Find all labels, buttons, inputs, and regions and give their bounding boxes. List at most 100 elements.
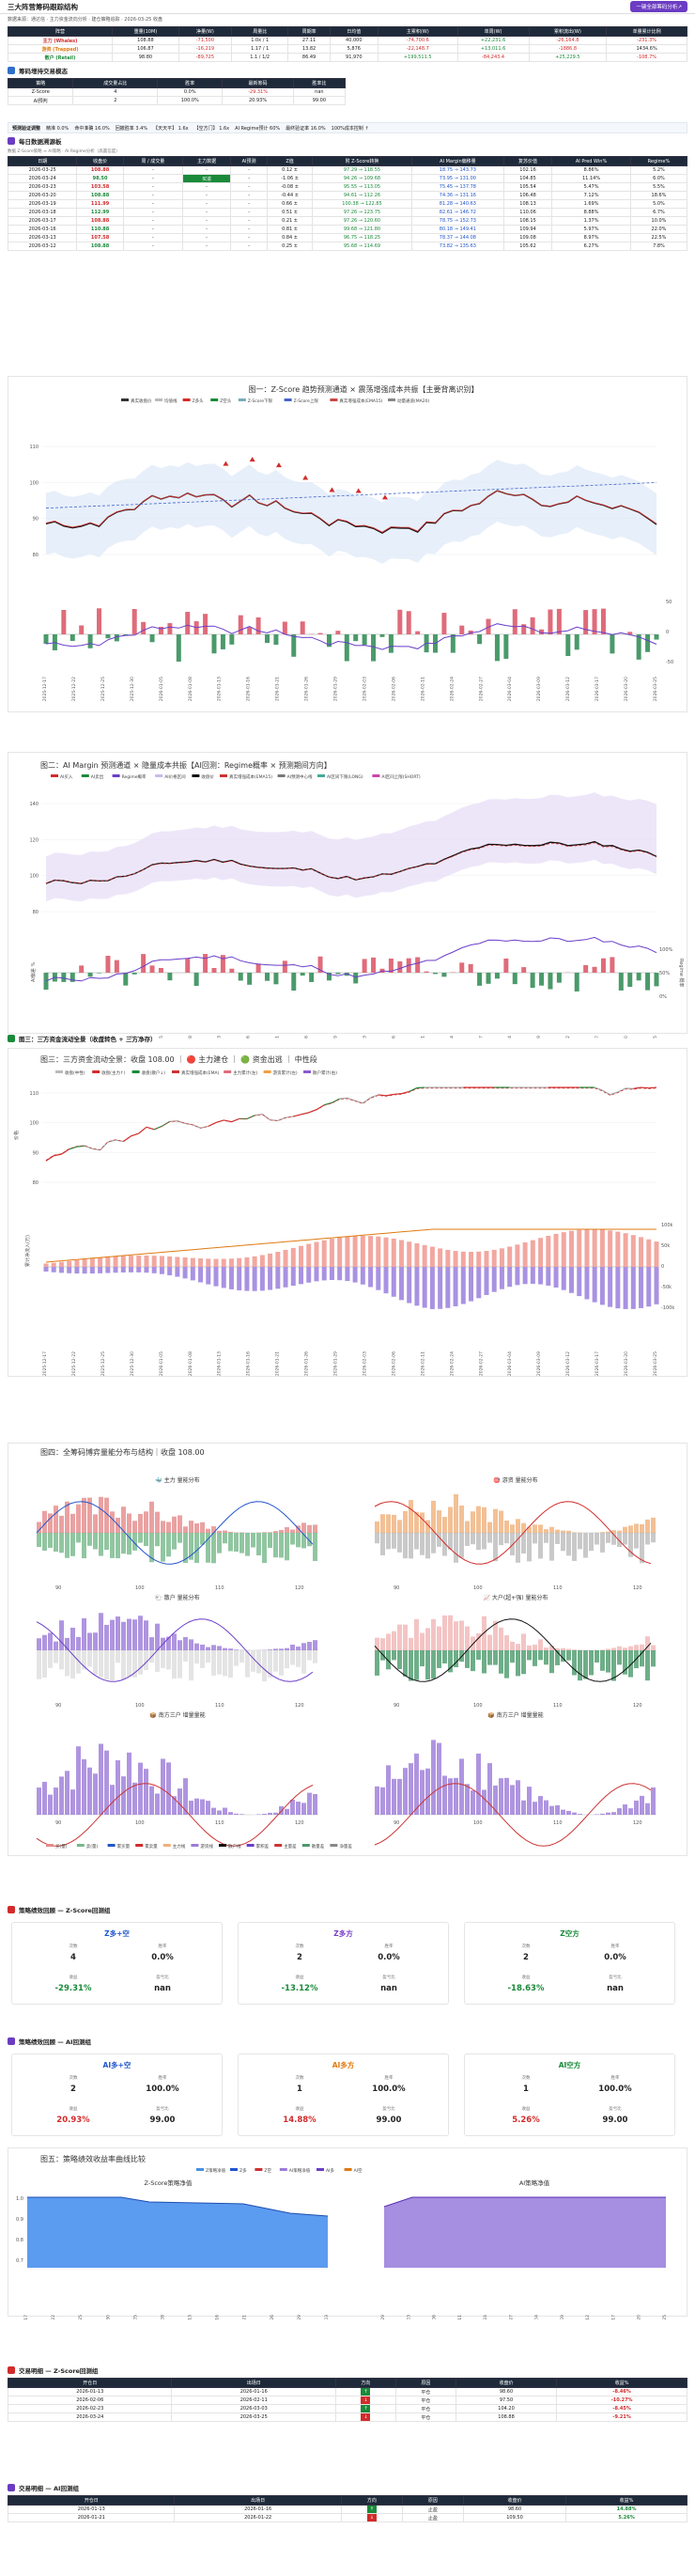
c4-bar [42, 1634, 47, 1650]
zscore-perf-title: 策略绩效回顾 — Z-Score回测组 [0, 1903, 695, 1915]
c4-bar [296, 1525, 301, 1533]
c4-bar [459, 1758, 464, 1815]
c4-x-tick: 90 [55, 1820, 61, 1826]
c2-legend-swatch [277, 774, 286, 777]
c3-close-segment [347, 1097, 356, 1101]
c2-y-tick: 140 [29, 802, 39, 807]
summary-cell: 40,000 [329, 36, 378, 45]
c2-bar [486, 973, 491, 984]
perf-label: 次数 [69, 1944, 78, 1949]
detail-cell: 108.88 [76, 165, 124, 175]
c4-bar [48, 1794, 53, 1815]
trade-z-header-0: 开仓日 [7, 2378, 173, 2388]
c4-bar-neg [127, 1650, 131, 1678]
c4-x-tick: 100 [473, 1585, 483, 1591]
c3-retail-bar [314, 1267, 319, 1282]
c4-bar [189, 1639, 193, 1650]
trade-z-cell: ↑ [334, 2387, 396, 2396]
c4-bar [223, 1807, 227, 1815]
c1-legend-label: Z-Score下限 [248, 398, 273, 404]
c4-bar-neg [482, 1533, 486, 1550]
c1-volume-bar [291, 634, 297, 657]
summary-cell: 13.82 [287, 44, 331, 54]
c4-bar [121, 1621, 126, 1650]
c3-main-bar [499, 1248, 504, 1267]
c5-left-title: Z-Score策略净值 [145, 2178, 193, 2187]
detail-cell: - [181, 199, 232, 209]
c4-bar [414, 1618, 419, 1650]
c4-bar-neg [93, 1533, 98, 1550]
c3-main-bar [368, 1236, 374, 1267]
c1-x-tick: 2026-01-05 [159, 677, 164, 701]
c3-retail-bar [368, 1267, 374, 1288]
c3-close-segment [45, 1155, 54, 1162]
c3-main-bar [182, 1257, 188, 1267]
c4-bar-neg [409, 1650, 413, 1681]
c4-bar [521, 1800, 526, 1815]
c2-bar [309, 973, 315, 982]
c4-bar [437, 1626, 441, 1650]
c4-bar-neg [471, 1533, 475, 1545]
c4-bar [149, 1501, 154, 1533]
detail-cell: 82.61 → 146.72 [410, 208, 504, 217]
c4-bar-neg [437, 1533, 441, 1547]
c4-bar [59, 1776, 64, 1815]
c4-bar [178, 1788, 182, 1815]
vote-cell: Z-Score [7, 87, 74, 97]
c4-bar [132, 1619, 137, 1650]
c5-legend-label: Z空 [264, 2167, 271, 2174]
c4-bar-neg [516, 1650, 520, 1677]
trade-ai-header-0: 开仓日 [7, 2495, 176, 2506]
c3-legend-label: 收盘(中性) [65, 1069, 85, 1076]
c3-main-bar [167, 1256, 173, 1267]
c4-bar [448, 1778, 453, 1815]
detail-cell: 22.0% [629, 225, 688, 234]
detail-row: 2026-03-24 98.50- 买进 - -1.06 ±94.26 → 109.68… [7, 174, 688, 183]
perf-card: AI多方 次数 1 胜率 100.0% 收益 14.88% 盈亏比 99.00 [238, 2053, 449, 2136]
c5-y-tick: 0.9 [16, 2217, 23, 2223]
c1-legend-swatch [388, 398, 395, 401]
perf-card-title: AI多+空 [102, 2061, 131, 2069]
c4-bar-neg [425, 1650, 430, 1680]
c4-bar-neg [82, 1650, 86, 1670]
trade-z-cell: 104.20 [455, 2404, 558, 2413]
analyze-button[interactable]: 一键全部筹码分析↗ [630, 1, 687, 12]
c4-bar [425, 1520, 430, 1533]
table-icon [8, 136, 15, 145]
c2-bar [388, 958, 394, 973]
c1-volume-bar [565, 634, 571, 657]
c4-legend-label: 主力线 [173, 1843, 186, 1850]
detail-cell: - [230, 233, 268, 242]
c4-bar-neg [296, 1650, 301, 1667]
detail-cell: 81.28 → 140.63 [410, 199, 504, 209]
c3-retail-bar [175, 1267, 180, 1277]
c1-volume-bar [300, 621, 305, 634]
c4-bar [166, 1636, 171, 1650]
c4-bar [116, 1616, 120, 1650]
c4-bar [448, 1507, 453, 1533]
c4-bar-neg [538, 1650, 543, 1661]
c4-bar-neg [239, 1650, 244, 1663]
c3-retail-bar [460, 1267, 466, 1304]
c4-bar-neg [504, 1650, 509, 1678]
c4-bar [533, 1802, 537, 1815]
c4-bar-neg [65, 1533, 70, 1558]
vote-header-4: 胜率比 [292, 78, 347, 88]
c1-volume-bar [627, 632, 633, 634]
c2-bar [610, 957, 615, 973]
c2-legend-label: AI价格区间 [164, 773, 186, 780]
c2-legend-label: AI预测中心线 [287, 773, 313, 780]
summary-cell: +199,511.5 [377, 53, 458, 62]
c1-legend-label: Z多头 [193, 398, 205, 404]
c3-close-segment [54, 1153, 62, 1157]
c4-bar [217, 1810, 222, 1815]
c4-x-tick: 120 [295, 1703, 304, 1709]
c3-legend-swatch [303, 1070, 311, 1073]
c3-retail-bar [167, 1267, 173, 1275]
c4-bar-neg [296, 1533, 301, 1548]
c4-x-tick: 110 [553, 1585, 563, 1591]
c1-ema-line [45, 490, 657, 533]
c3-y-tick: 110 [29, 1091, 39, 1097]
perf-label: 胜率 [384, 1944, 394, 1949]
c4-legend-label: 买(量) [55, 1843, 68, 1850]
